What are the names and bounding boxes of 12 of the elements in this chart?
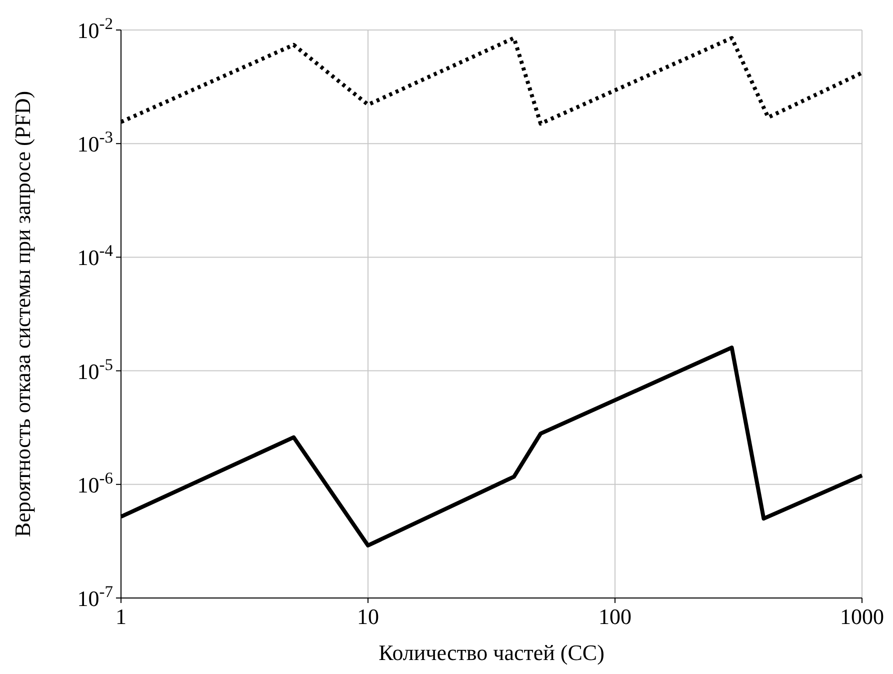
y-tick-label: 10$^{-5}$: [77, 354, 113, 384]
x-tick-label: 100: [598, 604, 632, 629]
x-axis-title: Количество частей (CC): [378, 640, 604, 665]
y-tick-label: 10$^{-6}$: [77, 468, 113, 498]
y-tick-label: 10$^{-2}$: [77, 14, 113, 43]
y-tick-label: 10$^{-7}$: [77, 582, 113, 611]
y-axis-title: Вероятность отказа системы при запросе (PFD): [10, 90, 35, 538]
x-tick-label: 1000: [840, 604, 884, 629]
y-tick-label: 10$^{-3}$: [77, 127, 113, 157]
x-tick-label: 10: [357, 604, 379, 629]
y-tick-label: 10$^{-4}$: [77, 240, 113, 270]
x-tick-label: 1: [116, 604, 126, 629]
